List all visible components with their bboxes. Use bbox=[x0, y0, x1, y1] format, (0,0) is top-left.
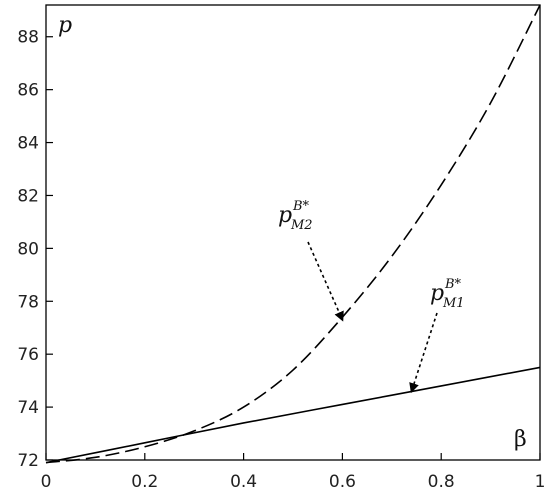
x-tick-label: 0.6 bbox=[329, 472, 356, 492]
x-tick-label: 0.4 bbox=[230, 472, 257, 492]
annotation-superscript: B* bbox=[444, 277, 462, 292]
series-line-1 bbox=[45, 366, 541, 464]
series-line-2 bbox=[45, 4, 541, 464]
x-axis-label: β bbox=[514, 427, 527, 452]
x-tick-label: 0 bbox=[41, 472, 52, 492]
x-tick-label: 0.8 bbox=[428, 472, 455, 492]
y-tick-label: 80 bbox=[17, 239, 39, 259]
y-tick-label: 84 bbox=[17, 134, 39, 154]
y-tick-label: 74 bbox=[17, 398, 39, 418]
annotation-superscript: B* bbox=[292, 199, 310, 214]
annotation-label: pM2 B* bbox=[278, 199, 313, 233]
y-tick-label: 88 bbox=[17, 28, 39, 48]
y-tick-label: 72 bbox=[17, 451, 39, 471]
x-ticks: 0 0.2 0.4 0.6 0.8 1 bbox=[41, 453, 546, 492]
annotation-arrow bbox=[307, 241, 344, 322]
y-ticks: 72 74 76 78 80 82 84 86 88 bbox=[17, 28, 53, 471]
y-tick-label: 78 bbox=[17, 292, 39, 312]
annotation-subscript: M1 bbox=[442, 296, 465, 311]
x-tick-label: 1 bbox=[535, 472, 546, 492]
y-tick-label: 86 bbox=[17, 81, 39, 101]
y-tick-label: 82 bbox=[17, 186, 39, 206]
y-axis-label: p bbox=[58, 13, 72, 38]
plot-frame bbox=[45, 4, 541, 461]
annotation-main: p bbox=[430, 281, 444, 306]
x-tick-label: 0.2 bbox=[131, 472, 158, 492]
series-layer bbox=[45, 4, 541, 464]
annotation-subscript: M2 bbox=[290, 218, 313, 233]
annotation-label: pM1 B* bbox=[430, 277, 465, 311]
y-tick-label: 76 bbox=[17, 345, 39, 365]
annotation-arrow bbox=[409, 312, 438, 394]
annotation-main: p bbox=[278, 203, 292, 228]
